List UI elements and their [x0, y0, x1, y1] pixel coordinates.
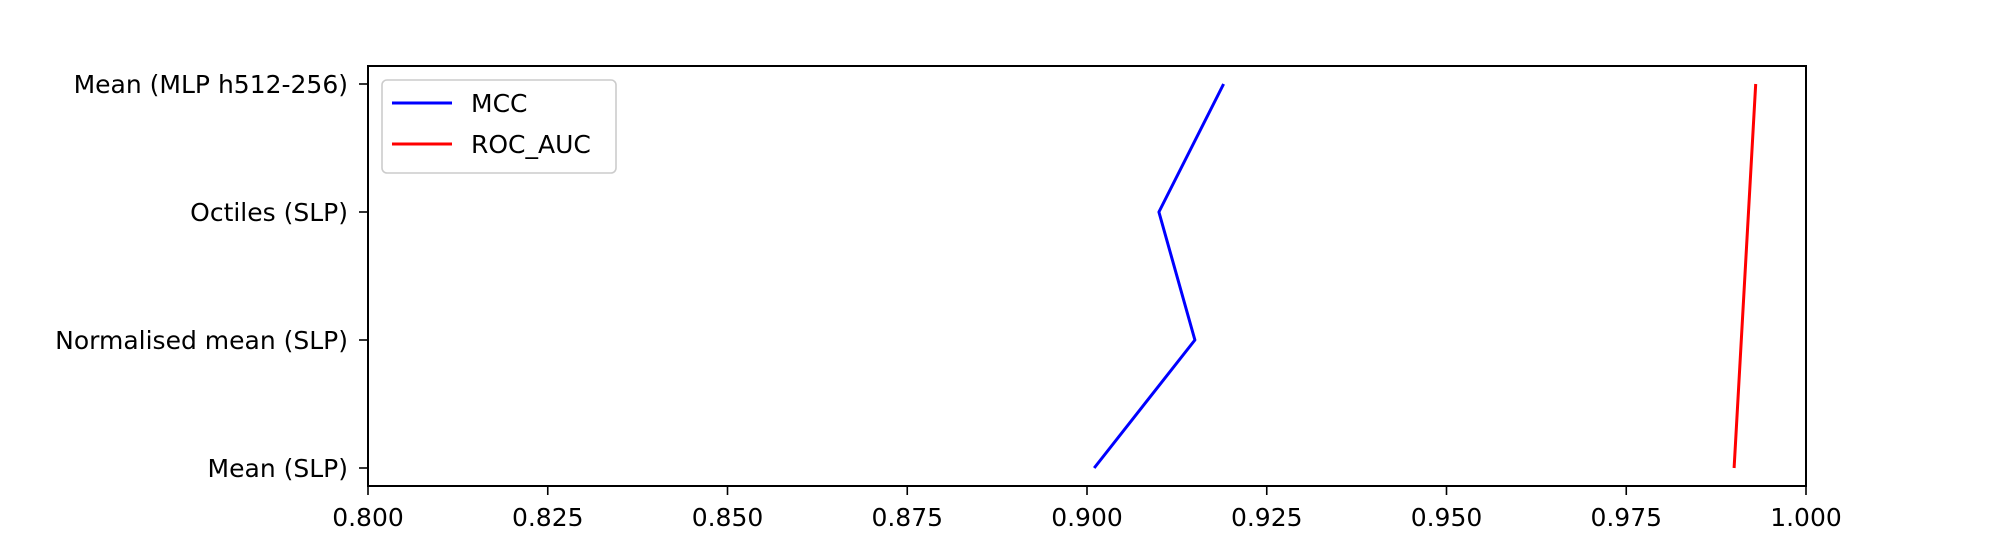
x-tick-label: 0.800: [332, 503, 404, 532]
x-tick-label: 1.000: [1770, 503, 1842, 532]
y-tick-label: Mean (SLP): [208, 454, 348, 483]
legend-label-mcc: MCC: [471, 89, 527, 118]
x-tick-label: 0.950: [1411, 503, 1483, 532]
x-tick-label: 0.975: [1590, 503, 1662, 532]
series-line-mcc: [1093, 83, 1225, 469]
series-line-roc-auc: [1732, 83, 1758, 469]
x-tick-label: 0.825: [512, 503, 584, 532]
x-tick-label: 0.875: [871, 503, 943, 532]
y-tick-label: Octiles (SLP): [190, 198, 348, 227]
y-tick-label: Normalised mean (SLP): [55, 326, 348, 355]
x-tick-label: 0.850: [692, 503, 764, 532]
series-lines: [1093, 83, 1758, 469]
y-tick-label: Mean (MLP h512-256): [74, 70, 348, 99]
x-tick-label: 0.900: [1051, 503, 1123, 532]
x-axis: 0.800 0.825 0.850 0.875 0.900 0.925 0.950 0.975…: [332, 486, 1842, 532]
x-tick-label: 0.925: [1231, 503, 1303, 532]
y-axis: Mean (SLP) Normalised mean (SLP) Octiles (…: [55, 70, 368, 483]
legend-label-roc-auc: ROC_AUC: [471, 130, 591, 159]
legend: MCC ROC_AUC: [381, 79, 617, 174]
